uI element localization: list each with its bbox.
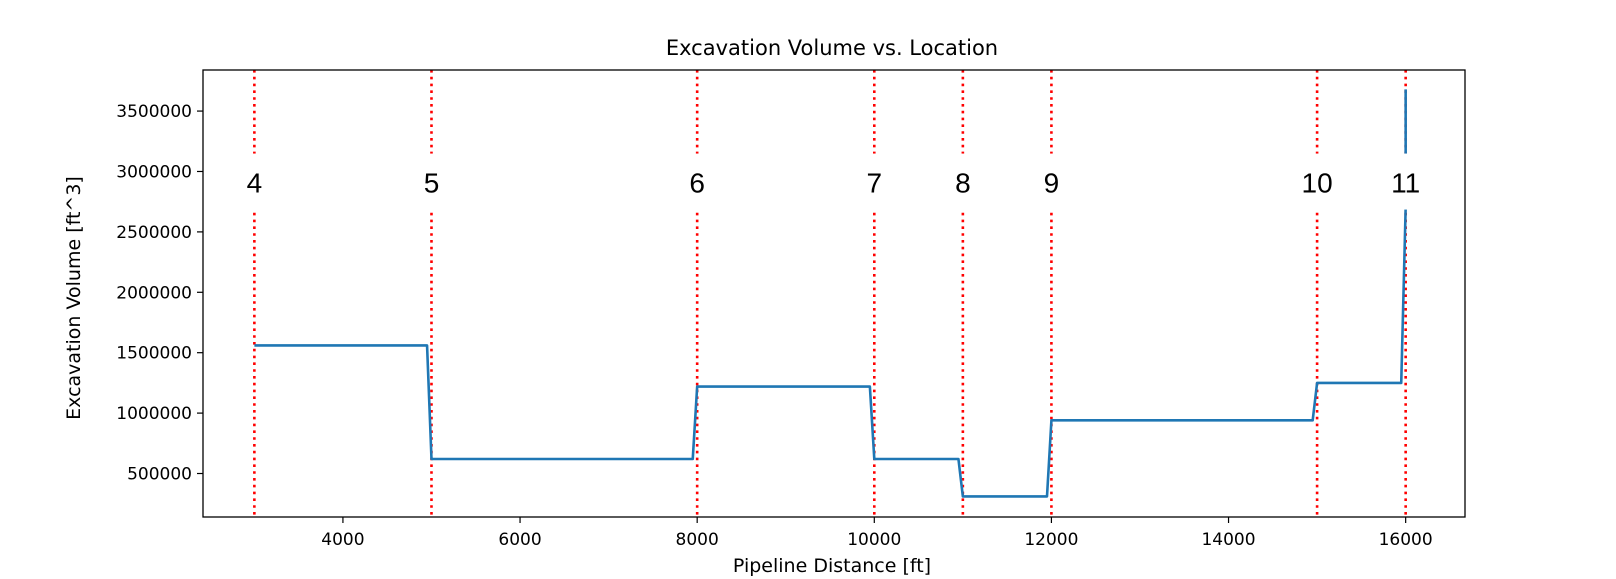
- marker-label-9: 9: [1044, 168, 1060, 199]
- marker-label-11: 11: [1391, 168, 1420, 199]
- marker-label-4: 4: [247, 168, 263, 199]
- marker-label-backdrop-9: [1027, 153, 1076, 210]
- y-tick-label: 3000000: [116, 162, 192, 182]
- marker-label-6: 6: [689, 168, 705, 199]
- y-axis-label: Excavation Volume [ft^3]: [63, 176, 85, 420]
- plot-area-frame: [202, 69, 1466, 518]
- y-tick-label: 2000000: [116, 283, 192, 303]
- y-tick-label: 1000000: [116, 404, 192, 424]
- marker-label-backdrop-10: [1293, 153, 1342, 210]
- x-tick-label: 16000: [1379, 530, 1433, 550]
- series-group: [254, 89, 1407, 498]
- marker-label-backdrop-4: [230, 153, 279, 210]
- chart-title: Excavation Volume vs. Location: [666, 36, 998, 60]
- marker-label-backdrop-11: [1381, 153, 1430, 210]
- marker-label-7: 7: [867, 168, 883, 199]
- x-tick-label: 12000: [1024, 530, 1078, 550]
- x-axis-label: Pipeline Distance [ft]: [733, 555, 931, 577]
- marker-label-backdrop-5: [407, 153, 456, 210]
- marker-label-backdrop-7: [850, 153, 899, 210]
- y-tick-label: 1500000: [116, 344, 192, 364]
- x-tick-label: 4000: [321, 530, 364, 550]
- y-tick-label: 3500000: [116, 102, 192, 122]
- marker-label-8: 8: [955, 168, 971, 199]
- axis-ticks: 4000 6000 8000 10000 12000 14000 16000 500000 10…: [116, 102, 1432, 550]
- x-tick-label: 14000: [1201, 530, 1255, 550]
- marker-label-10: 10: [1302, 168, 1333, 199]
- marker-label-5: 5: [424, 168, 440, 199]
- marker-label-backdrop-8: [938, 153, 987, 210]
- y-tick-label: 2500000: [116, 223, 192, 243]
- marker-label-backdrop-6: [673, 153, 722, 210]
- x-tick-label: 10000: [847, 530, 901, 550]
- x-tick-label: 6000: [498, 530, 541, 550]
- series-line-0: [254, 89, 1407, 498]
- y-tick-label: 500000: [127, 465, 192, 485]
- x-tick-label: 8000: [676, 530, 719, 550]
- marker-labels: 4 5 6 7 8 9 10 11: [230, 153, 1430, 210]
